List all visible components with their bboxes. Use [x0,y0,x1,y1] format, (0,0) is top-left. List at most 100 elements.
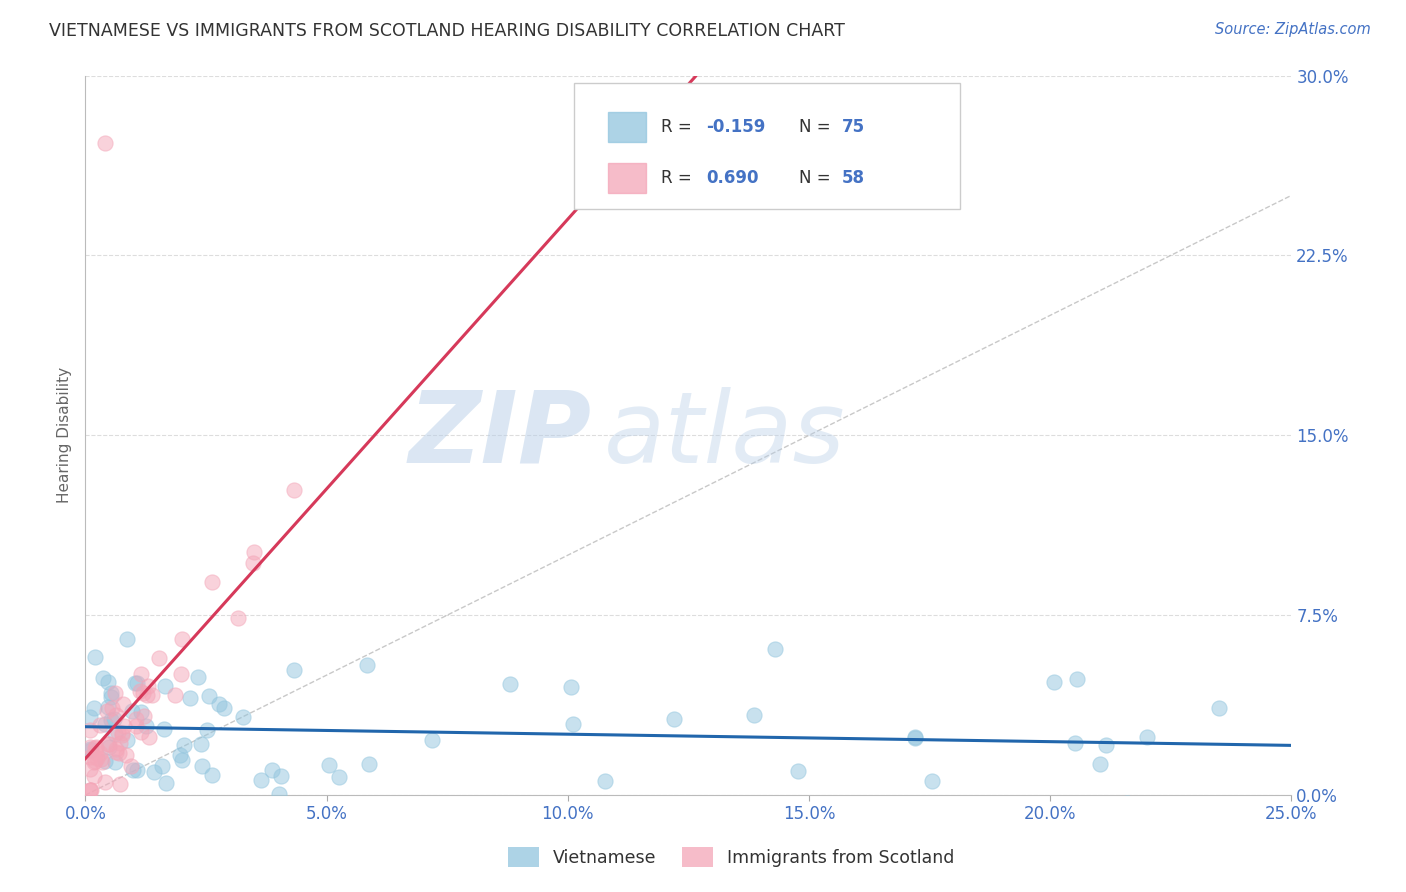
Point [107,746,129,760]
Text: N =: N = [799,169,837,186]
Point [226,610,249,624]
Point [79,783,101,797]
Point [1066,673,1088,687]
Point [83,756,105,770]
Point [93,672,115,686]
Point [124,676,146,690]
Point [560,681,582,695]
Point [134,708,156,723]
Point [127,676,149,690]
Point [96,704,118,718]
Point [129,706,152,720]
Point [283,483,305,498]
Point [1208,701,1230,715]
Point [104,686,127,700]
Point [108,737,131,751]
Point [201,574,224,589]
Point [561,716,583,731]
Point [98,739,121,754]
Point [249,773,271,788]
Point [155,776,177,790]
Point [763,642,786,657]
Text: R =: R = [661,169,696,186]
Point [328,770,350,784]
Point [1095,739,1118,753]
Point [129,666,152,681]
Point [170,667,193,681]
Point [283,664,305,678]
Point [135,688,157,702]
Point [190,737,212,751]
Point [243,545,266,559]
Point [1115,796,1137,810]
Point [111,698,134,712]
Text: R =: R = [661,119,696,136]
Point [79,750,101,764]
Point [132,686,155,700]
Point [163,689,186,703]
Point [94,754,117,768]
Point [170,753,193,767]
Point [150,758,173,772]
Y-axis label: Hearing Disability: Hearing Disability [58,368,72,503]
Point [79,762,101,776]
Text: VIETNAMESE VS IMMIGRANTS FROM SCOTLAND HEARING DISABILITY CORRELATION CHART: VIETNAMESE VS IMMIGRANTS FROM SCOTLAND H… [49,22,845,40]
Bar [607,162,647,193]
Point [121,704,143,718]
Point [120,759,142,773]
Point [1136,730,1159,744]
Point [543,811,565,825]
Point [121,763,143,777]
Point [131,725,153,739]
Text: atlas: atlas [605,387,845,483]
Point [79,740,101,755]
Point [170,632,193,647]
Point [101,701,124,715]
Point [112,719,135,733]
Point [91,755,114,769]
Point [904,731,927,745]
Point [98,737,121,751]
Point [79,742,101,756]
Point [208,697,231,711]
Point [83,769,105,783]
Point [141,688,163,702]
Point [97,737,120,751]
Point [94,716,117,731]
Point [195,723,218,737]
Bar [607,112,647,143]
Point [169,748,191,763]
Point [921,773,943,788]
Point [153,722,176,736]
Point [84,649,107,664]
Point [242,557,264,571]
Point [125,719,148,733]
Text: 0.690: 0.690 [706,169,759,186]
Point [79,783,101,797]
Point [79,710,101,724]
Point [356,658,378,673]
Point [270,769,292,783]
Point [187,670,209,684]
Text: Source: ZipAtlas.com: Source: ZipAtlas.com [1215,22,1371,37]
Point [93,136,115,150]
Text: N =: N = [799,119,837,136]
Point [79,783,101,797]
Text: 58: 58 [842,169,865,186]
Point [191,759,214,773]
Point [115,733,138,747]
Point [593,774,616,789]
Point [89,718,111,732]
Point [142,765,165,780]
Point [793,812,815,826]
Point [105,742,128,756]
Point [129,683,152,698]
Point [155,679,177,693]
Point [96,699,118,714]
Point [83,741,105,756]
Point [105,707,128,722]
Point [136,679,159,693]
Point [84,746,107,760]
Point [110,777,132,791]
Point [111,726,134,740]
